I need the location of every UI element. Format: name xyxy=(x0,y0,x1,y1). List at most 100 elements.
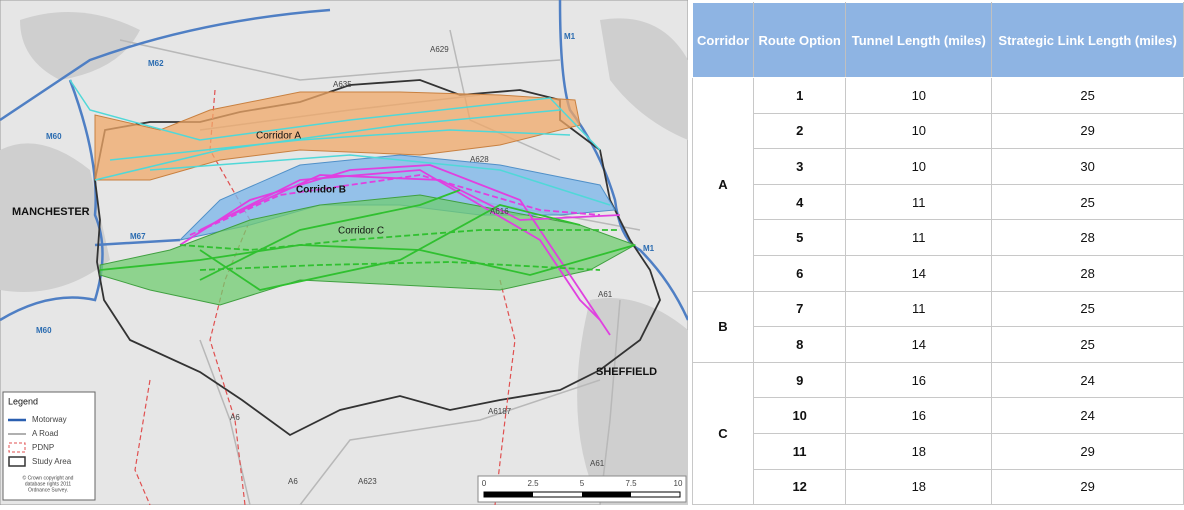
scale-label: 0 xyxy=(482,479,487,488)
road-label: M67 xyxy=(130,232,146,241)
road-label: M1 xyxy=(643,244,655,253)
corridor-label: Corridor A xyxy=(256,131,301,142)
road-label: A635 xyxy=(333,80,352,89)
table-row: 10 16 24 xyxy=(693,397,1184,434)
table-cell: 30 xyxy=(991,148,1184,185)
table-row: 8 14 25 xyxy=(693,326,1184,363)
map: M62 M1 A629 A635 M60 Corridor A A628 Cor… xyxy=(0,0,688,505)
table-cell: 11 xyxy=(845,219,993,256)
table-cell: 11 xyxy=(845,183,993,221)
table-row: C 9 16 24 xyxy=(692,361,1184,506)
road-label: M60 xyxy=(46,132,62,141)
table-row: 5 11 28 xyxy=(693,219,1184,256)
corridor-cell: A xyxy=(692,77,754,292)
header-row: Corridor Route Option Tunnel Length (miles… xyxy=(692,2,1184,78)
road-label: A623 xyxy=(358,477,377,486)
road-label: A628 xyxy=(470,155,489,164)
scale-box xyxy=(477,475,687,503)
table-cell: 16 xyxy=(845,361,993,399)
scale-label: 10 xyxy=(674,479,683,488)
scale-bar-segment xyxy=(582,492,631,497)
table-cell: 29 xyxy=(991,468,1184,506)
corridor-a-routes xyxy=(69,79,611,206)
road-label: A6187 xyxy=(488,407,512,416)
table-cell: 11 xyxy=(752,432,847,470)
table-row: 4 11 25 xyxy=(693,183,1184,221)
table-cell: 14 xyxy=(845,254,993,292)
study-area xyxy=(94,79,661,437)
route-table: Corridor Route Option Tunnel Length (miles… xyxy=(692,2,1184,506)
motorways xyxy=(0,0,688,322)
road-label: A6 xyxy=(230,413,240,422)
table-cell: 12 xyxy=(752,468,847,506)
legend-swatch xyxy=(8,456,26,467)
table-cell: 24 xyxy=(991,397,1184,434)
table-cell: 8 xyxy=(752,326,847,363)
road-label: A616 xyxy=(490,207,509,216)
road-label: M1 xyxy=(564,32,576,41)
scale-label: 2.5 xyxy=(527,479,539,488)
table-cell: 24 xyxy=(991,361,1184,399)
table-cell: 5 xyxy=(752,219,847,256)
table-cell: 10 xyxy=(752,397,847,434)
road-label: A629 xyxy=(430,45,449,54)
copyright: database rights 2011 xyxy=(25,481,72,487)
table-row: 2 10 29 xyxy=(693,112,1184,150)
road-label: A61 xyxy=(598,290,613,299)
header-cell: Route Option xyxy=(752,2,847,78)
table-cell: 2 xyxy=(752,112,847,150)
corridor-label: Corridor C xyxy=(338,226,384,237)
map-labels: M62 M1 A629 A635 M60 Corridor A A628 Cor… xyxy=(12,32,657,486)
table-cell: 10 xyxy=(845,112,993,150)
legend-label: Motorway xyxy=(32,415,67,424)
table-cell: 14 xyxy=(845,326,993,363)
road-label: M62 xyxy=(148,59,164,68)
place-label: SHEFFIELD xyxy=(596,366,657,378)
legend-box xyxy=(2,391,96,501)
table-cell: 7 xyxy=(752,290,847,328)
corridor-cell: C xyxy=(692,361,754,506)
scale-label: 7.5 xyxy=(625,479,637,488)
table-row: B 7 11 25 xyxy=(692,290,1184,363)
table-cell: 28 xyxy=(991,254,1184,292)
header-cell: Strategic Link Length (miles) xyxy=(991,2,1184,78)
table-cell: 3 xyxy=(752,148,847,185)
table-cell: 28 xyxy=(991,219,1184,256)
table-cell: 18 xyxy=(845,468,993,506)
table-cell: 25 xyxy=(991,77,1184,114)
copyright: © Crown copyright and xyxy=(23,474,74,481)
table-cell: 1 xyxy=(752,77,847,114)
corridor-c-area xyxy=(99,194,637,306)
table-cell: 4 xyxy=(752,183,847,221)
table-row: 6 14 28 xyxy=(693,254,1184,292)
table-row: 12 18 29 xyxy=(693,468,1184,506)
table-cell: 6 xyxy=(752,254,847,292)
scale-bar: 0 2.5 5 7.5 10 xyxy=(477,475,687,503)
road-label: M60 xyxy=(36,326,52,335)
copyright: Ordnance Survey. xyxy=(28,487,68,493)
urban-areas xyxy=(0,12,688,505)
legend-label: PDNP xyxy=(32,443,54,452)
scale-bar-segment xyxy=(484,492,533,497)
legend-label: Study Area xyxy=(32,457,72,466)
table-cell: 25 xyxy=(991,290,1184,328)
table-cell: 10 xyxy=(845,77,993,114)
scale-label: 5 xyxy=(580,479,585,488)
table-cell: 10 xyxy=(845,148,993,185)
header-cell: Tunnel Length (miles) xyxy=(845,2,993,78)
corridor-c-routes xyxy=(99,189,636,291)
legend-label: A Road xyxy=(32,429,58,438)
corridor-a-area xyxy=(94,91,581,181)
table-row: 11 18 29 xyxy=(693,432,1184,470)
corridor-label: Corridor B xyxy=(296,185,346,196)
table-cell: 16 xyxy=(845,397,993,434)
table-cell: 25 xyxy=(991,326,1184,363)
table-cell: 18 xyxy=(845,432,993,470)
legend-title: Legend xyxy=(8,396,38,406)
table-row: 3 10 30 xyxy=(693,148,1184,185)
road-label: A61 xyxy=(590,459,605,468)
table-cell: 29 xyxy=(991,112,1184,150)
table-row: A 1 10 25 xyxy=(692,77,1184,292)
place-label: MANCHESTER xyxy=(12,206,90,218)
